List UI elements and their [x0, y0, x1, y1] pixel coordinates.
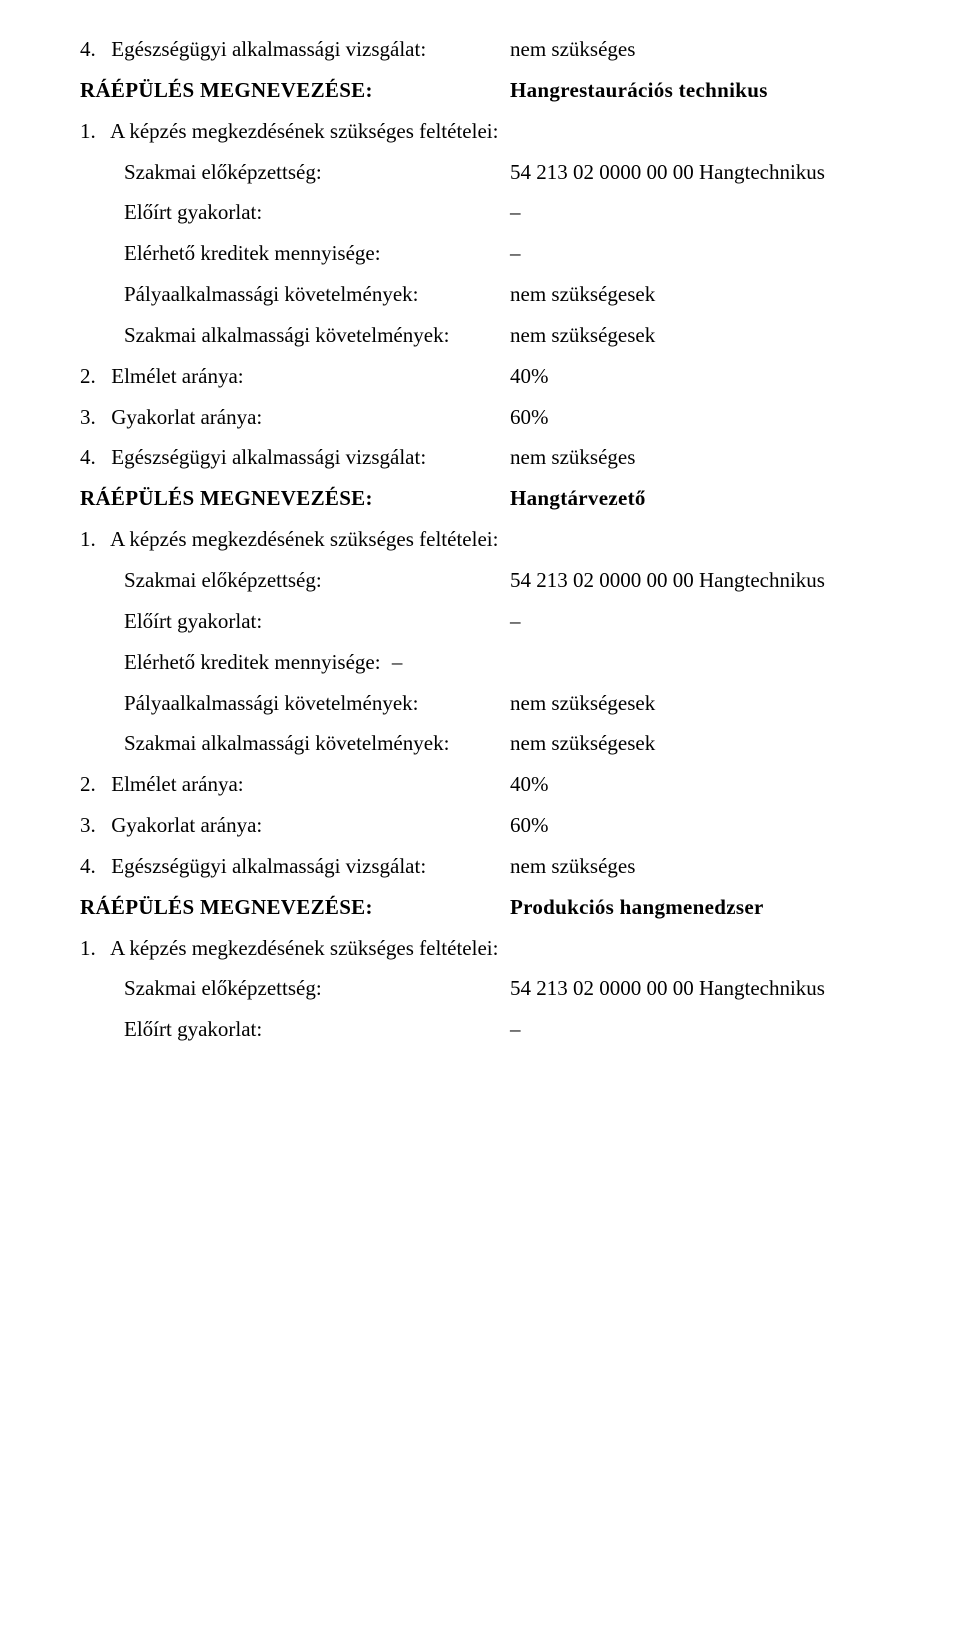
- szakmai-elokep-row-3: Szakmai előképzettség: 54 213 02 0000 00…: [124, 969, 905, 1008]
- start-conditions-2: 1. A képzés megkezdésének szükséges felt…: [80, 520, 905, 559]
- gyakorlat-label-b: Gyakorlat aránya:: [111, 813, 262, 837]
- num2: 2.: [80, 357, 106, 396]
- elerheto-kredit-row-2: Elérhető kreditek mennyisége: –: [124, 643, 905, 682]
- exam-value-c: nem szükséges: [510, 847, 905, 886]
- szakmai-elokep-label-3: Szakmai előképzettség:: [124, 969, 510, 1008]
- exam-value-b: nem szükséges: [510, 438, 905, 477]
- section2-title: Hangtárvezető: [510, 479, 905, 518]
- palyaalk-row-1: Pályaalkalmassági követelmények: nem szü…: [124, 275, 905, 314]
- palyaalk-row-2: Pályaalkalmassági követelmények: nem szü…: [124, 684, 905, 723]
- gyakorlat-value: 60%: [510, 398, 905, 437]
- start-conditions-text-b: A képzés megkezdésének szükséges feltéte…: [110, 527, 498, 551]
- start-conditions-text: A képzés megkezdésének szükséges feltéte…: [110, 119, 498, 143]
- section3-indent-block: Szakmai előképzettség: 54 213 02 0000 00…: [80, 969, 905, 1049]
- gyakorlat-value-b: 60%: [510, 806, 905, 845]
- section1-header: RÁÉPÜLÉS MEGNEVEZÉSE: Hangrestaurációs t…: [80, 71, 905, 110]
- eloirt-gyakorlat-row-1: Előírt gyakorlat: –: [124, 193, 905, 232]
- num3-b: 3.: [80, 806, 106, 845]
- raepules-label-2: RÁÉPÜLÉS MEGNEVEZÉSE:: [80, 479, 510, 518]
- eloirt-gyakorlat-row-2: Előírt gyakorlat: –: [124, 602, 905, 641]
- num4-b: 4.: [80, 438, 106, 477]
- section1-title: Hangrestaurációs technikus: [510, 71, 905, 110]
- exam-label: 4. Egészségügyi alkalmassági vizsgálat:: [80, 30, 510, 69]
- gyakorlat-row-2: 3. Gyakorlat aránya: 60%: [80, 806, 905, 845]
- start-conditions-text-c: A képzés megkezdésének szükséges feltéte…: [110, 936, 498, 960]
- num1-b: 1.: [80, 520, 106, 559]
- exam-label-b: Egészségügyi alkalmassági vizsgálat:: [111, 445, 426, 469]
- start-conditions-1: 1. A képzés megkezdésének szükséges felt…: [80, 112, 905, 151]
- szakmai-alk-row-1: Szakmai alkalmassági követelmények: nem …: [124, 316, 905, 355]
- palyaalk-value: nem szükségesek: [510, 275, 905, 314]
- dash-value-4: –: [510, 1010, 905, 1049]
- num1-c: 1.: [80, 929, 106, 968]
- eloirt-gyakorlat-row-3: Előírt gyakorlat: –: [124, 1010, 905, 1049]
- elmelet-row-2: 2. Elmélet aránya: 40%: [80, 765, 905, 804]
- elmelet-value-b: 40%: [510, 765, 905, 804]
- szakmai-elokep-value-2: 54 213 02 0000 00 00 Hangtechnikus: [510, 561, 905, 600]
- num4: 4.: [80, 30, 106, 69]
- szakmai-elokep-value-3: 54 213 02 0000 00 00 Hangtechnikus: [510, 969, 905, 1008]
- szakmai-elokep-row-2: Szakmai előképzettség: 54 213 02 0000 00…: [124, 561, 905, 600]
- palyaalk-label: Pályaalkalmassági követelmények:: [124, 275, 510, 314]
- start-conditions-3: 1. A képzés megkezdésének szükséges felt…: [80, 929, 905, 968]
- szakmai-alk-row-2: Szakmai alkalmassági követelmények: nem …: [124, 724, 905, 763]
- elerheto-kredit-row-1: Elérhető kreditek mennyisége: –: [124, 234, 905, 273]
- szakmai-elokep-label-2: Szakmai előképzettség:: [124, 561, 510, 600]
- section2-indent-block: Szakmai előképzettség: 54 213 02 0000 00…: [80, 561, 905, 763]
- exam-row-2: 4. Egészségügyi alkalmassági vizsgálat: …: [80, 847, 905, 886]
- dash-value-3: –: [510, 602, 905, 641]
- section2-header: RÁÉPÜLÉS MEGNEVEZÉSE: Hangtárvezető: [80, 479, 905, 518]
- section3-header: RÁÉPÜLÉS MEGNEVEZÉSE: Produkciós hangmen…: [80, 888, 905, 927]
- num2-b: 2.: [80, 765, 106, 804]
- section3-title: Produkciós hangmenedzser: [510, 888, 905, 927]
- dash-value: –: [510, 193, 905, 232]
- exam-text: Egészségügyi alkalmassági vizsgálat:: [111, 37, 426, 61]
- elmelet-value: 40%: [510, 357, 905, 396]
- exam-row-top: 4. Egészségügyi alkalmassági vizsgálat: …: [80, 30, 905, 69]
- palyaalk-label-2: Pályaalkalmassági követelmények:: [124, 684, 510, 723]
- szakmai-alk-label-2: Szakmai alkalmassági követelmények:: [124, 724, 510, 763]
- exam-label-c: Egészségügyi alkalmassági vizsgálat:: [111, 854, 426, 878]
- section1-indent-block: Szakmai előképzettség: 54 213 02 0000 00…: [80, 153, 905, 355]
- szakmai-alk-value: nem szükségesek: [510, 316, 905, 355]
- szakmai-elokep-label: Szakmai előképzettség:: [124, 153, 510, 192]
- raepules-label: RÁÉPÜLÉS MEGNEVEZÉSE:: [80, 71, 510, 110]
- gyakorlat-row-1: 3. Gyakorlat aránya: 60%: [80, 398, 905, 437]
- dash-value-2: –: [510, 234, 905, 273]
- szakmai-elokep-value: 54 213 02 0000 00 00 Hangtechnikus: [510, 153, 905, 192]
- exam-row-1: 4. Egészségügyi alkalmassági vizsgálat: …: [80, 438, 905, 477]
- elmelet-label-b: Elmélet aránya:: [111, 772, 243, 796]
- elmelet-row-1: 2. Elmélet aránya: 40%: [80, 357, 905, 396]
- eloirt-gyakorlat-label-3: Előírt gyakorlat:: [124, 1010, 510, 1049]
- elerheto-kredit-label-2: Elérhető kreditek mennyisége: –: [124, 643, 510, 682]
- gyakorlat-label: Gyakorlat aránya:: [111, 405, 262, 429]
- szakmai-elokep-row-1: Szakmai előképzettség: 54 213 02 0000 00…: [124, 153, 905, 192]
- num3: 3.: [80, 398, 106, 437]
- szakmai-alk-value-2: nem szükségesek: [510, 724, 905, 763]
- elmelet-label: Elmélet aránya:: [111, 364, 243, 388]
- palyaalk-value-2: nem szükségesek: [510, 684, 905, 723]
- num4-c: 4.: [80, 847, 106, 886]
- num1: 1.: [80, 112, 106, 151]
- elerheto-kredit-label: Elérhető kreditek mennyisége:: [124, 234, 510, 273]
- raepules-label-3: RÁÉPÜLÉS MEGNEVEZÉSE:: [80, 888, 510, 927]
- exam-value: nem szükséges: [510, 30, 905, 69]
- eloirt-gyakorlat-label: Előírt gyakorlat:: [124, 193, 510, 232]
- szakmai-alk-label: Szakmai alkalmassági követelmények:: [124, 316, 510, 355]
- eloirt-gyakorlat-label-2: Előírt gyakorlat:: [124, 602, 510, 641]
